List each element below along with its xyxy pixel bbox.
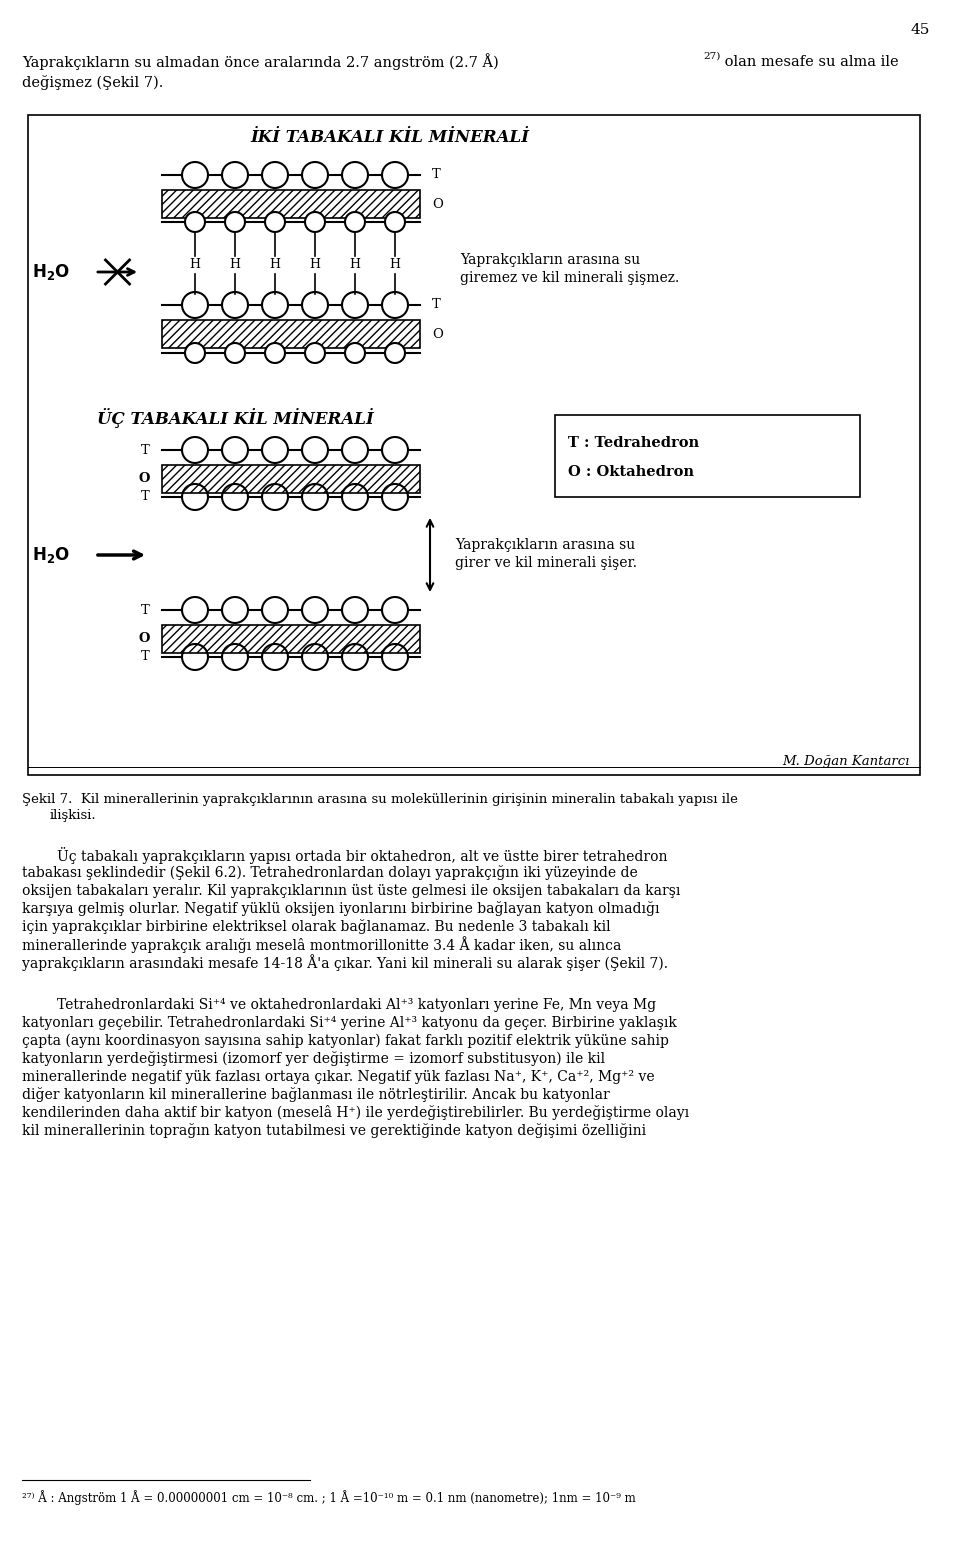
Text: katyonların yerdeğiştirmesi (izomorf yer değiştirme = izomorf substitusyon) ile : katyonların yerdeğiştirmesi (izomorf yer… — [22, 1052, 605, 1066]
Text: T : Tedrahedron: T : Tedrahedron — [568, 436, 699, 450]
Circle shape — [225, 343, 245, 363]
Text: Üç tabakalı yaprakçıkların yapısı ortada bir oktahedron, alt ve üstte birer tetr: Üç tabakalı yaprakçıkların yapısı ortada… — [22, 847, 667, 864]
Text: ilişkisi.: ilişkisi. — [50, 810, 97, 822]
Text: karşıya gelmiş olurlar. Negatif yüklü oksijen iyonlarını birbirine bağlayan katy: karşıya gelmiş olurlar. Negatif yüklü ok… — [22, 901, 660, 916]
Text: Şekil 7.  Kil minerallerinin yaprakçıklarının arasına su moleküllerinin girişini: Şekil 7. Kil minerallerinin yaprakçıklar… — [22, 794, 738, 806]
Text: 27): 27) — [703, 51, 720, 60]
Text: değişmez (Şekil 7).: değişmez (Şekil 7). — [22, 74, 163, 90]
Text: Yaprakçıkların su almadan önce aralarında 2.7 angström (2.7 Å): Yaprakçıkların su almadan önce aralarınd… — [22, 54, 499, 71]
Text: H: H — [309, 258, 321, 272]
Text: minerallerinde negatif yük fazlası ortaya çıkar. Negatif yük fazlası Na⁺, K⁺, Ca: minerallerinde negatif yük fazlası ortay… — [22, 1071, 655, 1085]
Text: H: H — [349, 258, 361, 272]
Text: O: O — [432, 198, 443, 210]
Text: kendilerinden daha aktif bir katyon (meselâ H⁺) ile yerdeğiştirebilirler. Bu yer: kendilerinden daha aktif bir katyon (mes… — [22, 1106, 689, 1120]
Text: T: T — [141, 604, 150, 616]
Text: O: O — [138, 473, 150, 485]
Circle shape — [185, 212, 205, 232]
Text: tabakası şeklindedir (Şekil 6.2). Tetrahedronlardan dolayı yaprakçığın iki yüzey: tabakası şeklindedir (Şekil 6.2). Tetrah… — [22, 865, 637, 881]
Text: ÜÇ TABAKALI KİL MİNERALİ: ÜÇ TABAKALI KİL MİNERALİ — [97, 408, 373, 428]
Text: O: O — [432, 328, 443, 340]
Text: diğer katyonların kil minerallerine bağlanması ile nötrleştirilir. Ancak bu katy: diğer katyonların kil minerallerine bağl… — [22, 1088, 610, 1103]
Circle shape — [385, 212, 405, 232]
Text: giremez ve kil minerali şişmez.: giremez ve kil minerali şişmez. — [460, 270, 680, 284]
Circle shape — [305, 212, 325, 232]
Circle shape — [385, 343, 405, 363]
Text: M. Doğan Kantarcı: M. Doğan Kantarcı — [782, 756, 910, 768]
Bar — [162, 320, 420, 348]
Text: H: H — [189, 258, 201, 272]
Circle shape — [225, 212, 245, 232]
Bar — [162, 465, 420, 493]
Text: kil minerallerinin toprağın katyon tutabilmesi ve gerektiğinde katyon değişimi ö: kil minerallerinin toprağın katyon tutab… — [22, 1123, 646, 1139]
Bar — [162, 626, 420, 654]
Text: H: H — [390, 258, 400, 272]
Text: Yaprakçıkların arasına su: Yaprakçıkların arasına su — [455, 538, 636, 552]
Text: İKİ TABAKALI KİL MİNERALİ: İKİ TABAKALI KİL MİNERALİ — [251, 128, 530, 145]
Text: ²⁷⁾ Å : Angström 1 Å = 0.00000001 cm = 10⁻⁸ cm. ; 1 Å =10⁻¹⁰ m = 0.1 nm (nanomet: ²⁷⁾ Å : Angström 1 Å = 0.00000001 cm = 1… — [22, 1491, 636, 1505]
Text: çapta (aynı koordinasyon sayısına sahip katyonlar) fakat farklı pozitif elektrik: çapta (aynı koordinasyon sayısına sahip … — [22, 1034, 669, 1048]
Bar — [162, 190, 420, 218]
Text: T: T — [432, 298, 441, 312]
Circle shape — [345, 343, 365, 363]
Text: T: T — [141, 443, 150, 456]
Circle shape — [265, 212, 285, 232]
Text: O: O — [138, 632, 150, 646]
Text: girer ve kil minerali şişer.: girer ve kil minerali şişer. — [455, 556, 637, 570]
Bar — [28, 114, 920, 776]
Text: 45: 45 — [910, 23, 929, 37]
Text: minerallerinde yaprakçık aralığı meselâ montmorillonitte 3.4 Å kadar iken, su al: minerallerinde yaprakçık aralığı meselâ … — [22, 936, 621, 953]
Text: O : Oktahedron: O : Oktahedron — [568, 465, 694, 479]
Text: yaprakçıkların arasındaki mesafe 14-18 Å'a çıkar. Yani kil minerali su alarak şi: yaprakçıkların arasındaki mesafe 14-18 Å… — [22, 955, 668, 972]
Circle shape — [185, 343, 205, 363]
Text: oksijen tabakaları yeralır. Kil yaprakçıklarının üst üste gelmesi ile oksijen ta: oksijen tabakaları yeralır. Kil yaprakçı… — [22, 884, 681, 898]
Circle shape — [345, 212, 365, 232]
Bar — [555, 416, 860, 497]
Circle shape — [305, 343, 325, 363]
Text: olan mesafe su alma ile: olan mesafe su alma ile — [720, 56, 899, 70]
Text: H: H — [229, 258, 241, 272]
Text: $\mathbf{H_2O}$: $\mathbf{H_2O}$ — [32, 545, 70, 565]
Text: T: T — [141, 490, 150, 504]
Text: için yaprakçıklar birbirine elektriksel olarak bağlanamaz. Bu nedenle 3 tabakalı: için yaprakçıklar birbirine elektriksel … — [22, 919, 611, 935]
Text: H: H — [270, 258, 280, 272]
Circle shape — [265, 343, 285, 363]
Text: katyonları geçebilir. Tetrahedronlardaki Si⁺⁴ yerine Al⁺³ katyonu da geçer. Birb: katyonları geçebilir. Tetrahedronlardaki… — [22, 1017, 677, 1031]
Text: Tetrahedronlardaki Si⁺⁴ ve oktahedronlardaki Al⁺³ katyonları yerine Fe, Mn veya : Tetrahedronlardaki Si⁺⁴ ve oktahedronlar… — [22, 998, 656, 1012]
Text: $\mathbf{H_2O}$: $\mathbf{H_2O}$ — [32, 263, 70, 283]
Text: T: T — [432, 168, 441, 181]
Text: T: T — [141, 650, 150, 663]
Text: Yaprakçıkların arasına su: Yaprakçıkların arasına su — [460, 253, 640, 267]
